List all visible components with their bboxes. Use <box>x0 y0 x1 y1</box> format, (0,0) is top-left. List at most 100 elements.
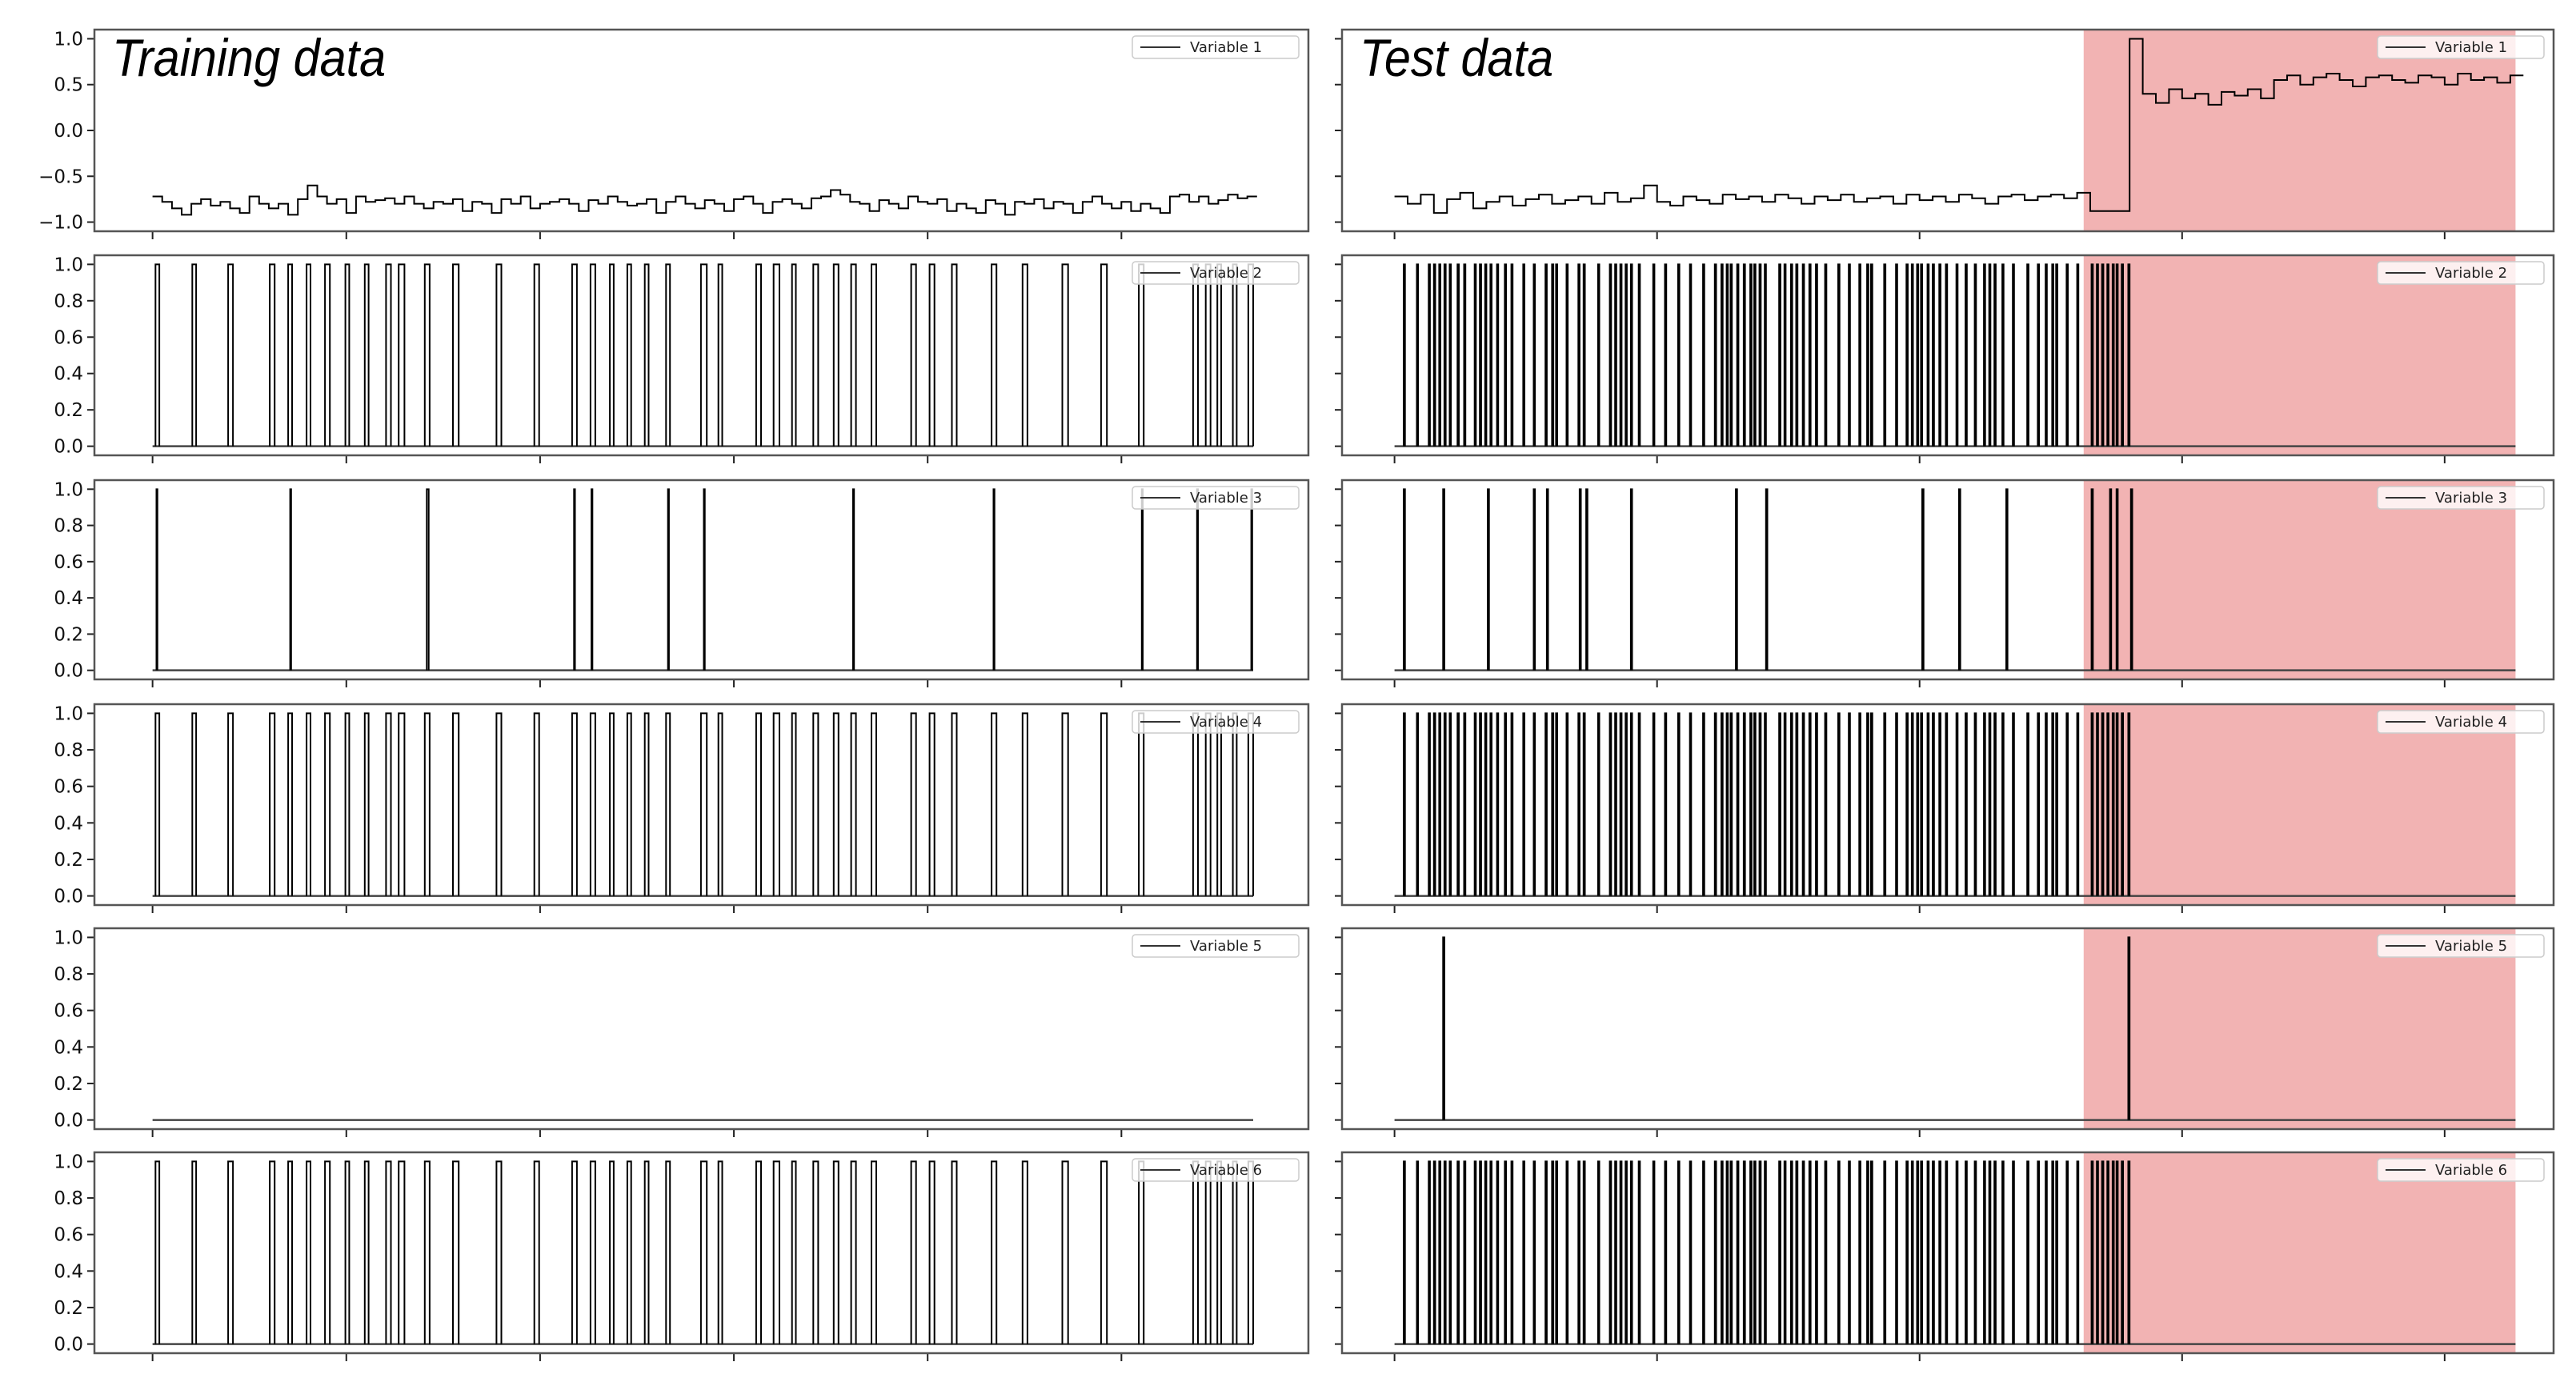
pulse <box>1204 712 1212 896</box>
pulse <box>772 263 780 447</box>
pulse <box>1689 1160 1693 1344</box>
legend-box <box>1132 710 1300 734</box>
pulse <box>1742 1160 1746 1344</box>
pulse <box>699 712 708 896</box>
pulse <box>1577 712 1580 896</box>
pulse <box>2121 263 2124 447</box>
pulse <box>589 263 596 447</box>
pulse <box>1596 263 1600 447</box>
y-tick-label: 1.0 <box>54 927 83 948</box>
pulse <box>363 1160 370 1344</box>
pulse <box>1652 263 1656 447</box>
pulse <box>1637 263 1641 447</box>
pulse <box>1484 712 1488 896</box>
pulse <box>2076 263 2080 447</box>
pulse <box>1837 712 1841 896</box>
pulse <box>1895 263 1898 447</box>
pulse <box>1614 1160 1617 1344</box>
pulse <box>398 263 406 447</box>
pulse <box>1504 263 1507 447</box>
pulse <box>910 1160 917 1344</box>
y-tick-label: −1.0 <box>38 213 83 234</box>
pulse <box>1629 488 1633 671</box>
pulse <box>1496 712 1500 896</box>
pulse <box>850 712 857 896</box>
pulse <box>1926 263 1930 447</box>
pulse <box>1895 1160 1898 1344</box>
pulse <box>1866 1160 1869 1344</box>
pulse <box>1795 263 1799 447</box>
pulse <box>755 1160 762 1344</box>
pulse <box>495 263 503 447</box>
pulse <box>1456 712 1460 896</box>
legend: Variable 3 <box>1132 486 1300 510</box>
axes-frame <box>93 479 1310 681</box>
pulse <box>1247 263 1254 447</box>
pulse <box>1100 1160 1108 1344</box>
pulse <box>452 1160 460 1344</box>
pulse <box>1489 712 1492 896</box>
pulse <box>871 1160 877 1344</box>
pulse <box>1758 263 1762 447</box>
pulse <box>991 1160 998 1344</box>
pulse <box>1216 1160 1222 1344</box>
pulse <box>1753 263 1757 447</box>
legend-box <box>1132 934 1300 958</box>
pulse <box>1955 263 1959 447</box>
pulse <box>1702 263 1705 447</box>
pulse <box>426 488 430 671</box>
pulse <box>1713 712 1717 896</box>
pulse <box>1758 712 1762 896</box>
y-tick-label: 0.4 <box>54 588 83 609</box>
y-tick-label: 0.8 <box>54 740 83 761</box>
pulse <box>991 712 998 896</box>
anomaly-highlight-region <box>2083 928 2516 1129</box>
pulse <box>1582 263 1586 447</box>
pulse <box>344 263 351 447</box>
pulse <box>717 712 723 896</box>
pulse <box>1463 1160 1467 1344</box>
anomaly-highlight-region <box>2083 1152 2516 1353</box>
subplot-training-variable-5: 0.0 0.2 0.4 0.6 0.8 1.0 Variable 5 <box>54 927 1310 1137</box>
legend-box <box>1132 261 1300 285</box>
pulse <box>2001 263 2005 447</box>
pulse <box>871 712 877 896</box>
pulse <box>1196 488 1199 671</box>
pulse <box>1204 1160 1212 1344</box>
pulse <box>1824 263 1828 447</box>
pulse <box>1664 712 1668 896</box>
pulse <box>1983 263 1986 447</box>
pulse <box>344 712 351 896</box>
pulse <box>1596 1160 1600 1344</box>
y-tick-label: −0.5 <box>38 166 83 187</box>
pulse <box>1619 1160 1623 1344</box>
pulse <box>1555 712 1558 896</box>
pulse <box>1565 263 1569 447</box>
pulse <box>1479 712 1482 896</box>
pulse <box>1496 1160 1500 1344</box>
pulse <box>991 263 998 447</box>
y-tick-label: 0.4 <box>54 813 83 834</box>
pulse <box>1938 263 1941 447</box>
pulse <box>1652 1160 1656 1344</box>
pulse <box>589 1160 596 1344</box>
pulse <box>832 1160 839 1344</box>
pulse <box>2101 1160 2105 1344</box>
legend-box <box>2377 486 2545 510</box>
pulse <box>1993 712 1997 896</box>
pulse <box>1416 712 1420 896</box>
pulse <box>717 1160 723 1344</box>
pulse <box>1764 263 1767 447</box>
pulse <box>1061 1160 1069 1344</box>
pulse <box>1629 712 1633 896</box>
legend: Variable 3 <box>2377 486 2545 510</box>
pulse <box>2012 263 2015 447</box>
pulse <box>2065 1160 2069 1344</box>
pulse <box>1061 263 1069 447</box>
pulse <box>1870 263 1873 447</box>
pulse <box>1725 712 1729 896</box>
pulse <box>2096 1160 2099 1344</box>
variable-1-line <box>1394 38 2524 214</box>
pulse <box>1608 263 1613 447</box>
pulse <box>1920 1160 1923 1344</box>
